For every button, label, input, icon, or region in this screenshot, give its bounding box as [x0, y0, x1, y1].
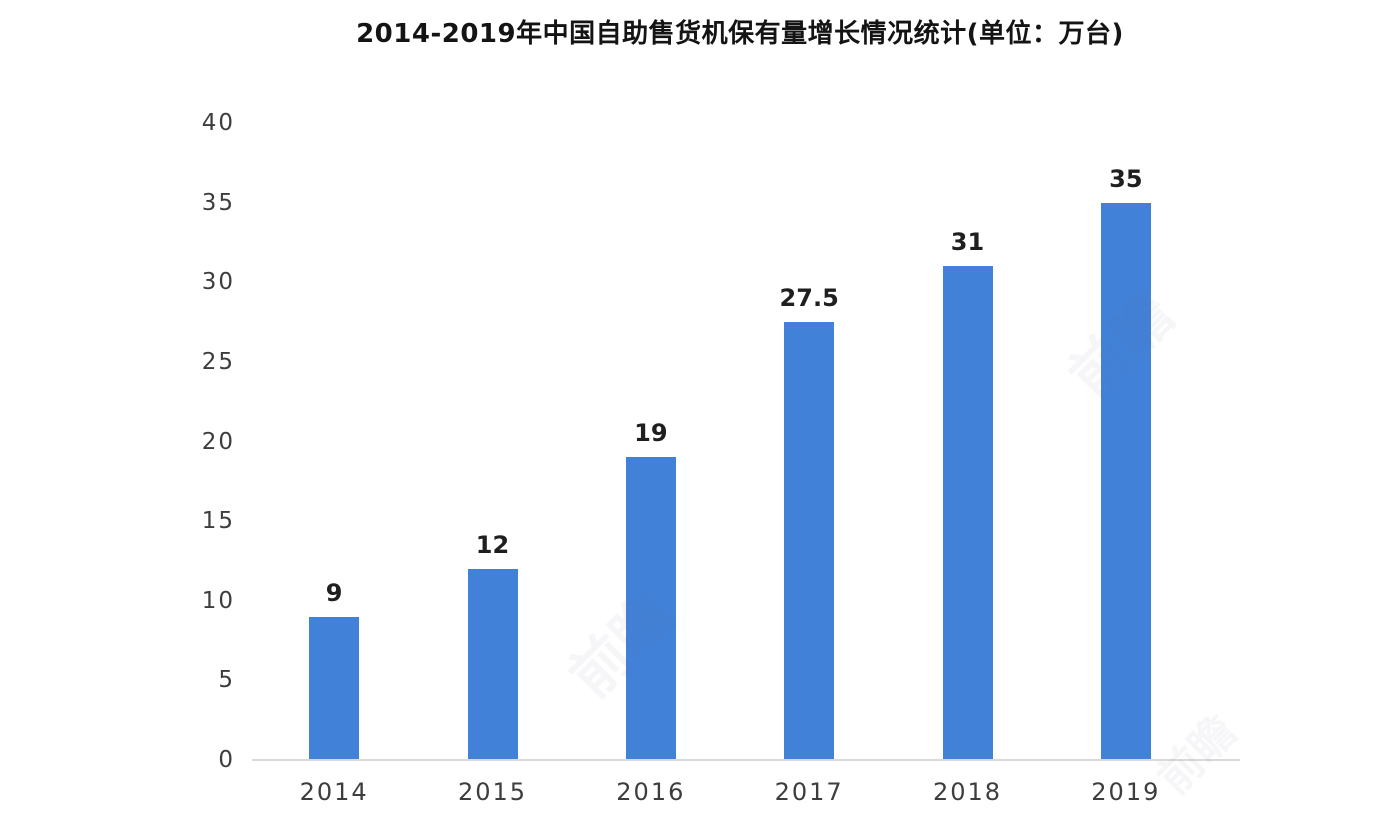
chart-title: 2014-2019年中国自助售货机保有量增长情况统计(单位：万台): [356, 19, 1124, 49]
y-tick-label: 25: [201, 348, 235, 375]
y-tick-label: 35: [201, 189, 235, 216]
bar-value-label: 31: [950, 228, 985, 257]
y-tick-label: 0: [218, 747, 235, 773]
y-tick-label: 20: [201, 428, 235, 455]
bar-2014: 9: [309, 579, 360, 760]
plot-area: 9 12 19 27.5 31 35: [255, 123, 1205, 760]
y-tick-label: 10: [201, 587, 235, 614]
bar-2015: 12: [467, 531, 518, 760]
bar-2017: 27.5: [780, 284, 839, 760]
bar-value-label: 35: [1109, 164, 1143, 193]
y-tick-label: 5: [218, 667, 235, 694]
bar-value-label: 27.5: [779, 284, 839, 313]
x-axis: 2014 2015 2016 2017 2018 2019: [255, 778, 1205, 818]
bar-value-label: 19: [634, 419, 668, 448]
bar-2016: 19: [625, 419, 676, 760]
bar-value-label: 9: [325, 578, 343, 607]
x-tick-label: 2017: [774, 778, 844, 806]
x-tick-label: 2014: [299, 778, 369, 806]
bar-2019: 35: [1100, 165, 1151, 760]
bar-value-label: 12: [475, 530, 510, 559]
x-tick-label: 2018: [932, 778, 1003, 806]
x-tick-label: 2019: [1091, 778, 1161, 806]
x-tick-label: 2015: [457, 778, 528, 806]
bar-2018: 31: [942, 228, 993, 760]
x-tick-label: 2016: [616, 778, 686, 806]
y-tick-label: 15: [201, 508, 235, 535]
y-tick-label: 40: [201, 110, 235, 136]
x-axis-line: [252, 759, 1240, 761]
y-axis: 0 5 10 15 20 25 30 35 40: [140, 110, 235, 773]
y-tick-label: 30: [201, 269, 235, 296]
